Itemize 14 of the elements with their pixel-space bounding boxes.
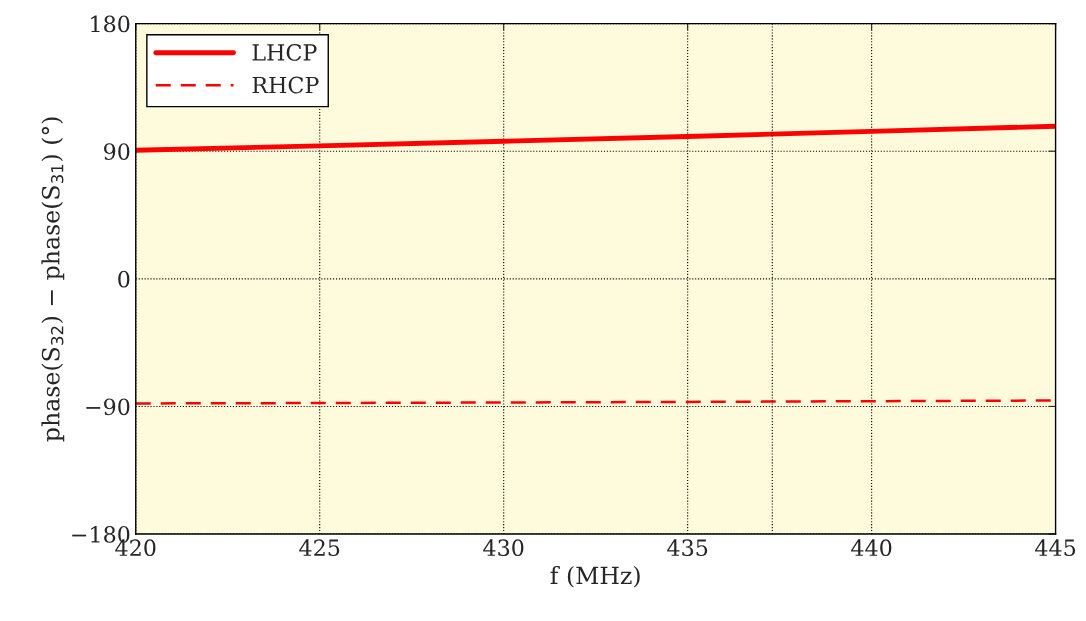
y-tick-label: 0 [118,270,130,288]
x-axis-title: f (MHz) [550,565,640,588]
y-axis-title: phase(S$_{32}$) − phase(S$_{31}$) (°) [41,117,65,442]
y-tick-label: −90 [86,398,130,416]
x-tick-label: 430 [483,539,524,557]
legend-label: RHCP [252,76,319,94]
legend-label: LHCP [252,43,317,61]
x-tick-label: 445 [1035,539,1076,557]
x-tick-label: 435 [667,539,708,557]
x-tick-label: 440 [851,539,892,557]
line-series [135,123,1056,153]
y-tick-label: 180 [91,15,130,33]
x-tick-label: 425 [299,539,340,557]
y-tick-label: 90 [104,143,130,160]
